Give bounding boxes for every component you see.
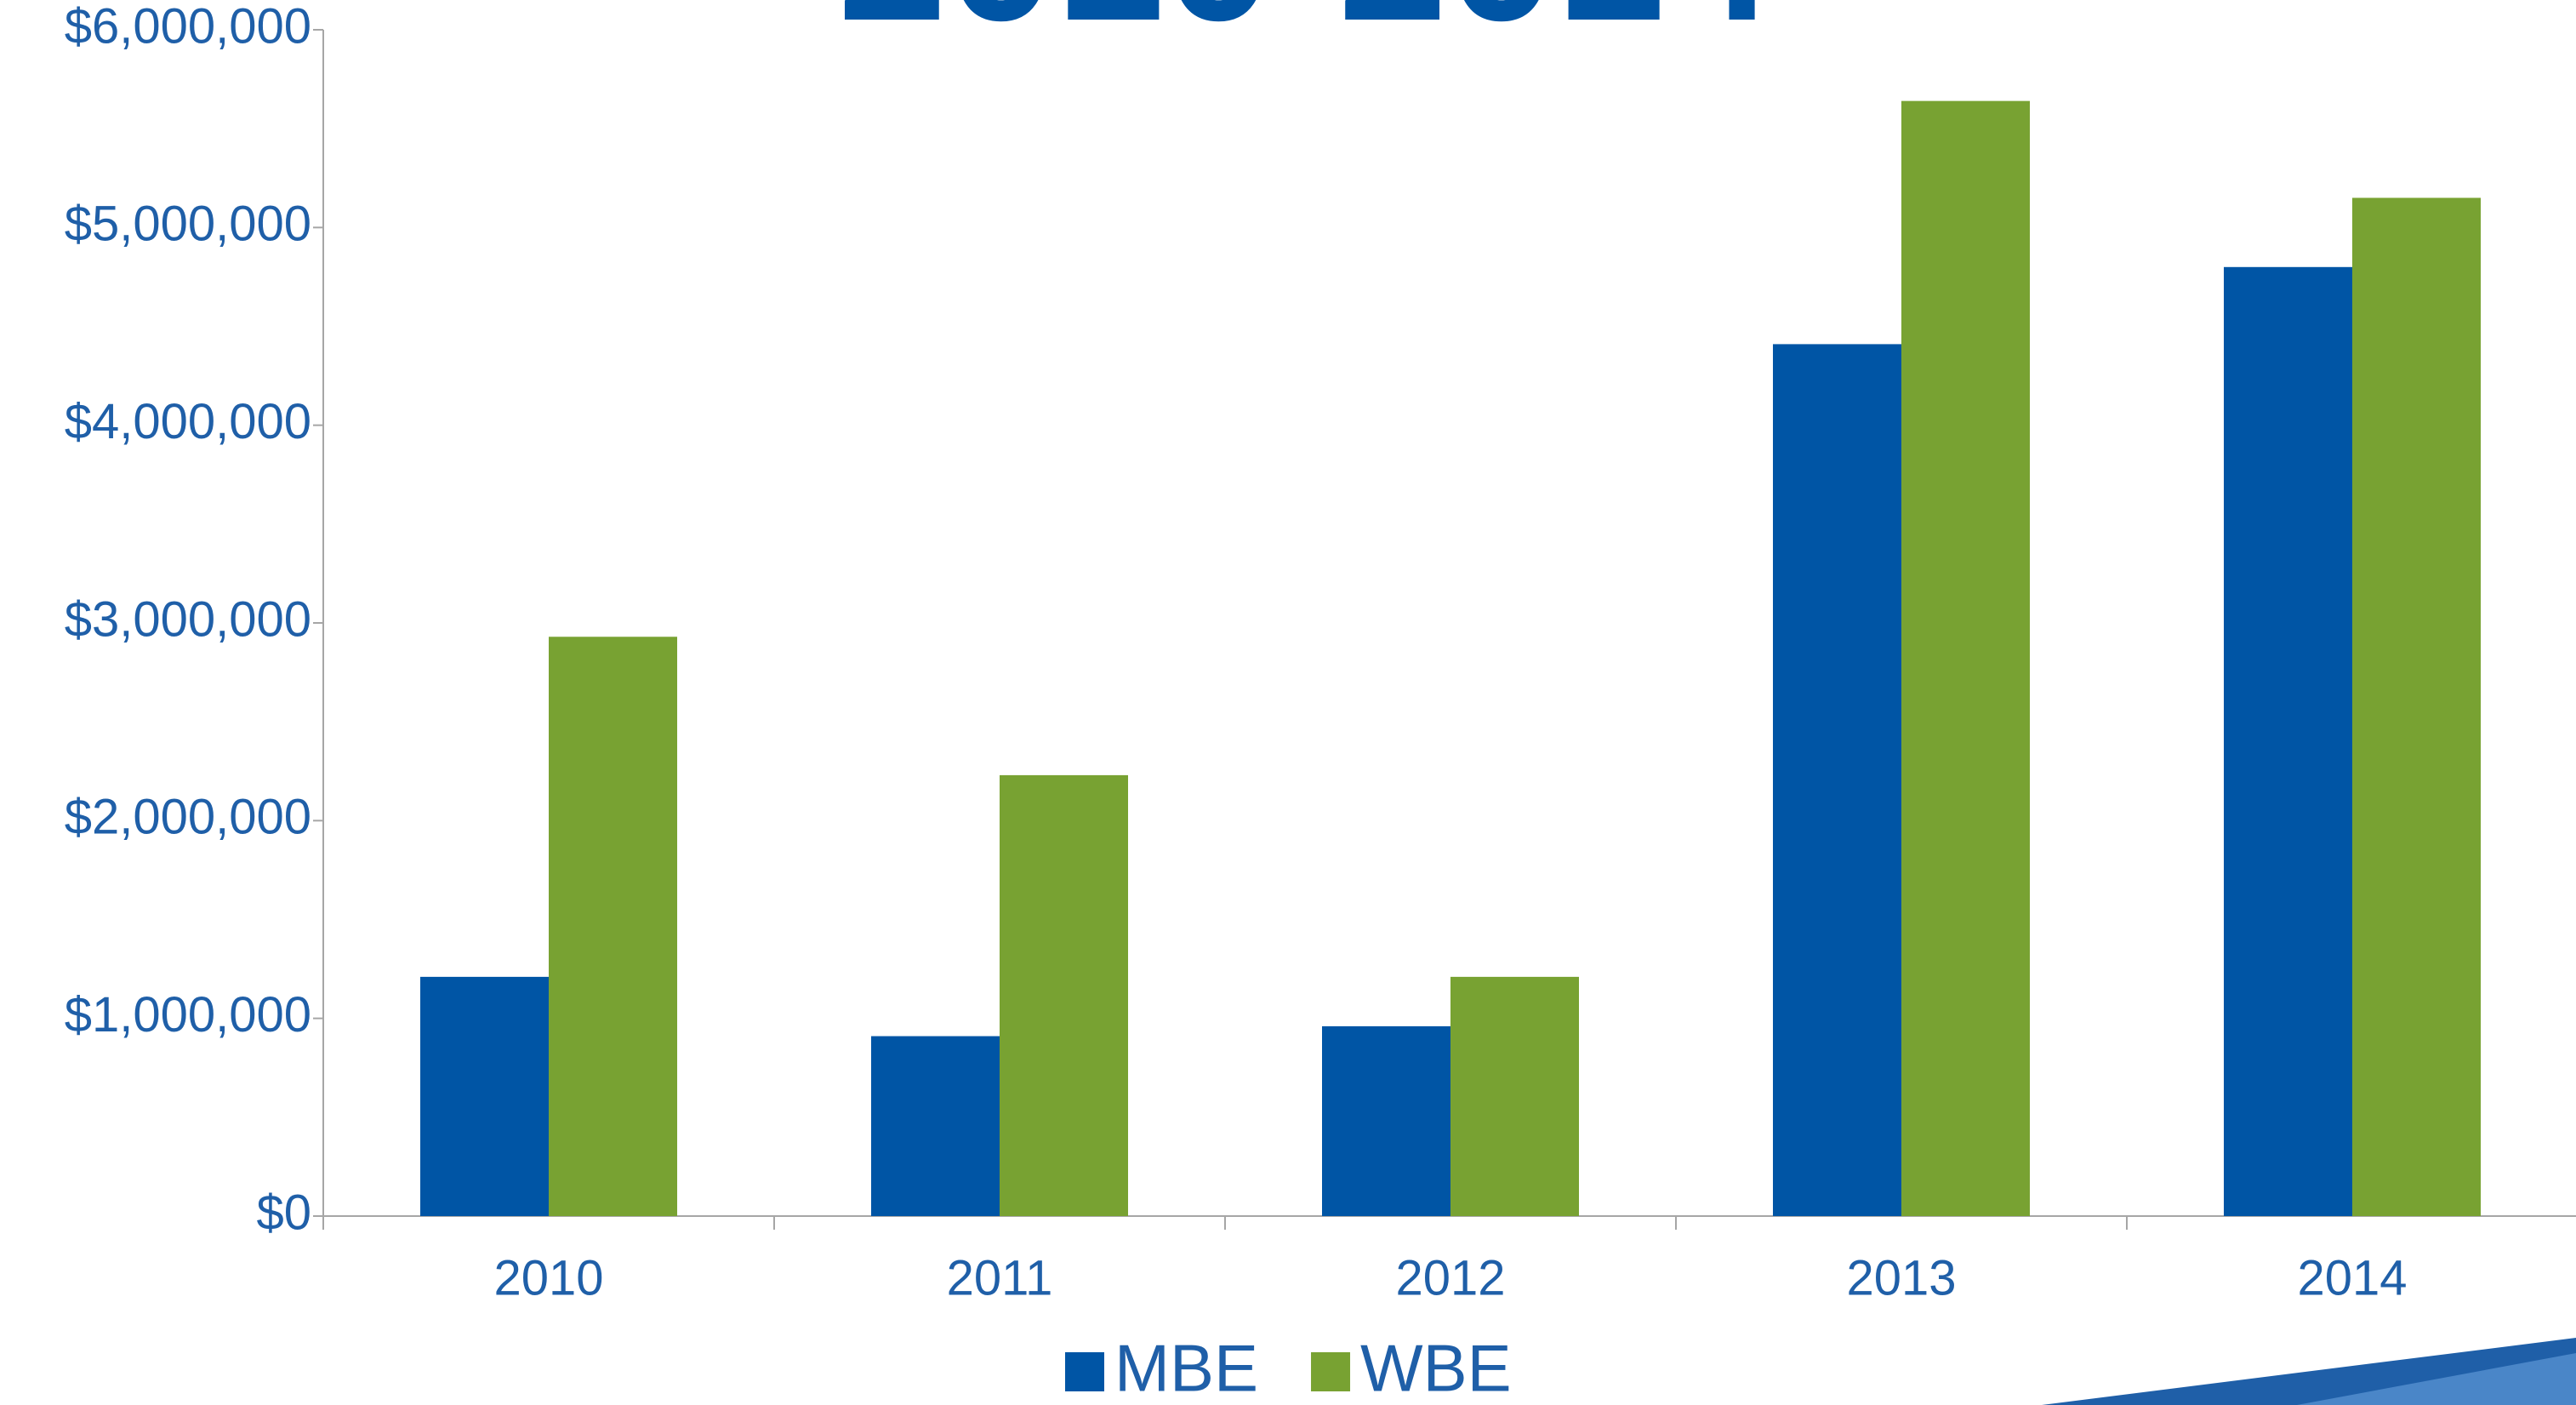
bar <box>420 976 549 1216</box>
bar <box>1450 976 1579 1216</box>
decoration <box>2297 1353 2576 1405</box>
y-tick-label: $5,000,000 <box>65 197 311 252</box>
y-tick-label: $4,000,000 <box>65 394 311 449</box>
x-tick-label: 2013 <box>1846 1250 1956 1305</box>
bar <box>1901 100 2030 1216</box>
y-tick-label: $3,000,000 <box>65 591 311 647</box>
legend: MBE WBE <box>1065 1331 1512 1405</box>
x-tick-label: 2010 <box>493 1250 603 1305</box>
y-tick-label: $1,000,000 <box>65 987 311 1042</box>
y-tick-label: $2,000,000 <box>65 790 311 845</box>
bar <box>1773 344 1901 1216</box>
x-tick-label: 2011 <box>947 1250 1053 1305</box>
y-tick-label: $6,000,000 <box>65 0 311 54</box>
bar <box>2352 197 2481 1216</box>
legend-swatch <box>1311 1352 1351 1391</box>
bar <box>549 637 677 1216</box>
bar <box>2224 266 2352 1216</box>
chart-title: 2010-2014 <box>838 0 1774 61</box>
bar <box>1322 1025 1450 1216</box>
legend-label: WBE <box>1360 1331 1512 1405</box>
x-tick-label: 2014 <box>2297 1250 2407 1305</box>
x-tick-label: 2012 <box>1395 1250 1505 1305</box>
legend-label: MBE <box>1114 1331 1258 1405</box>
bar <box>1000 774 1128 1216</box>
bar <box>871 1036 1000 1216</box>
legend-swatch <box>1065 1352 1104 1391</box>
y-tick-label: $0 <box>256 1185 311 1240</box>
